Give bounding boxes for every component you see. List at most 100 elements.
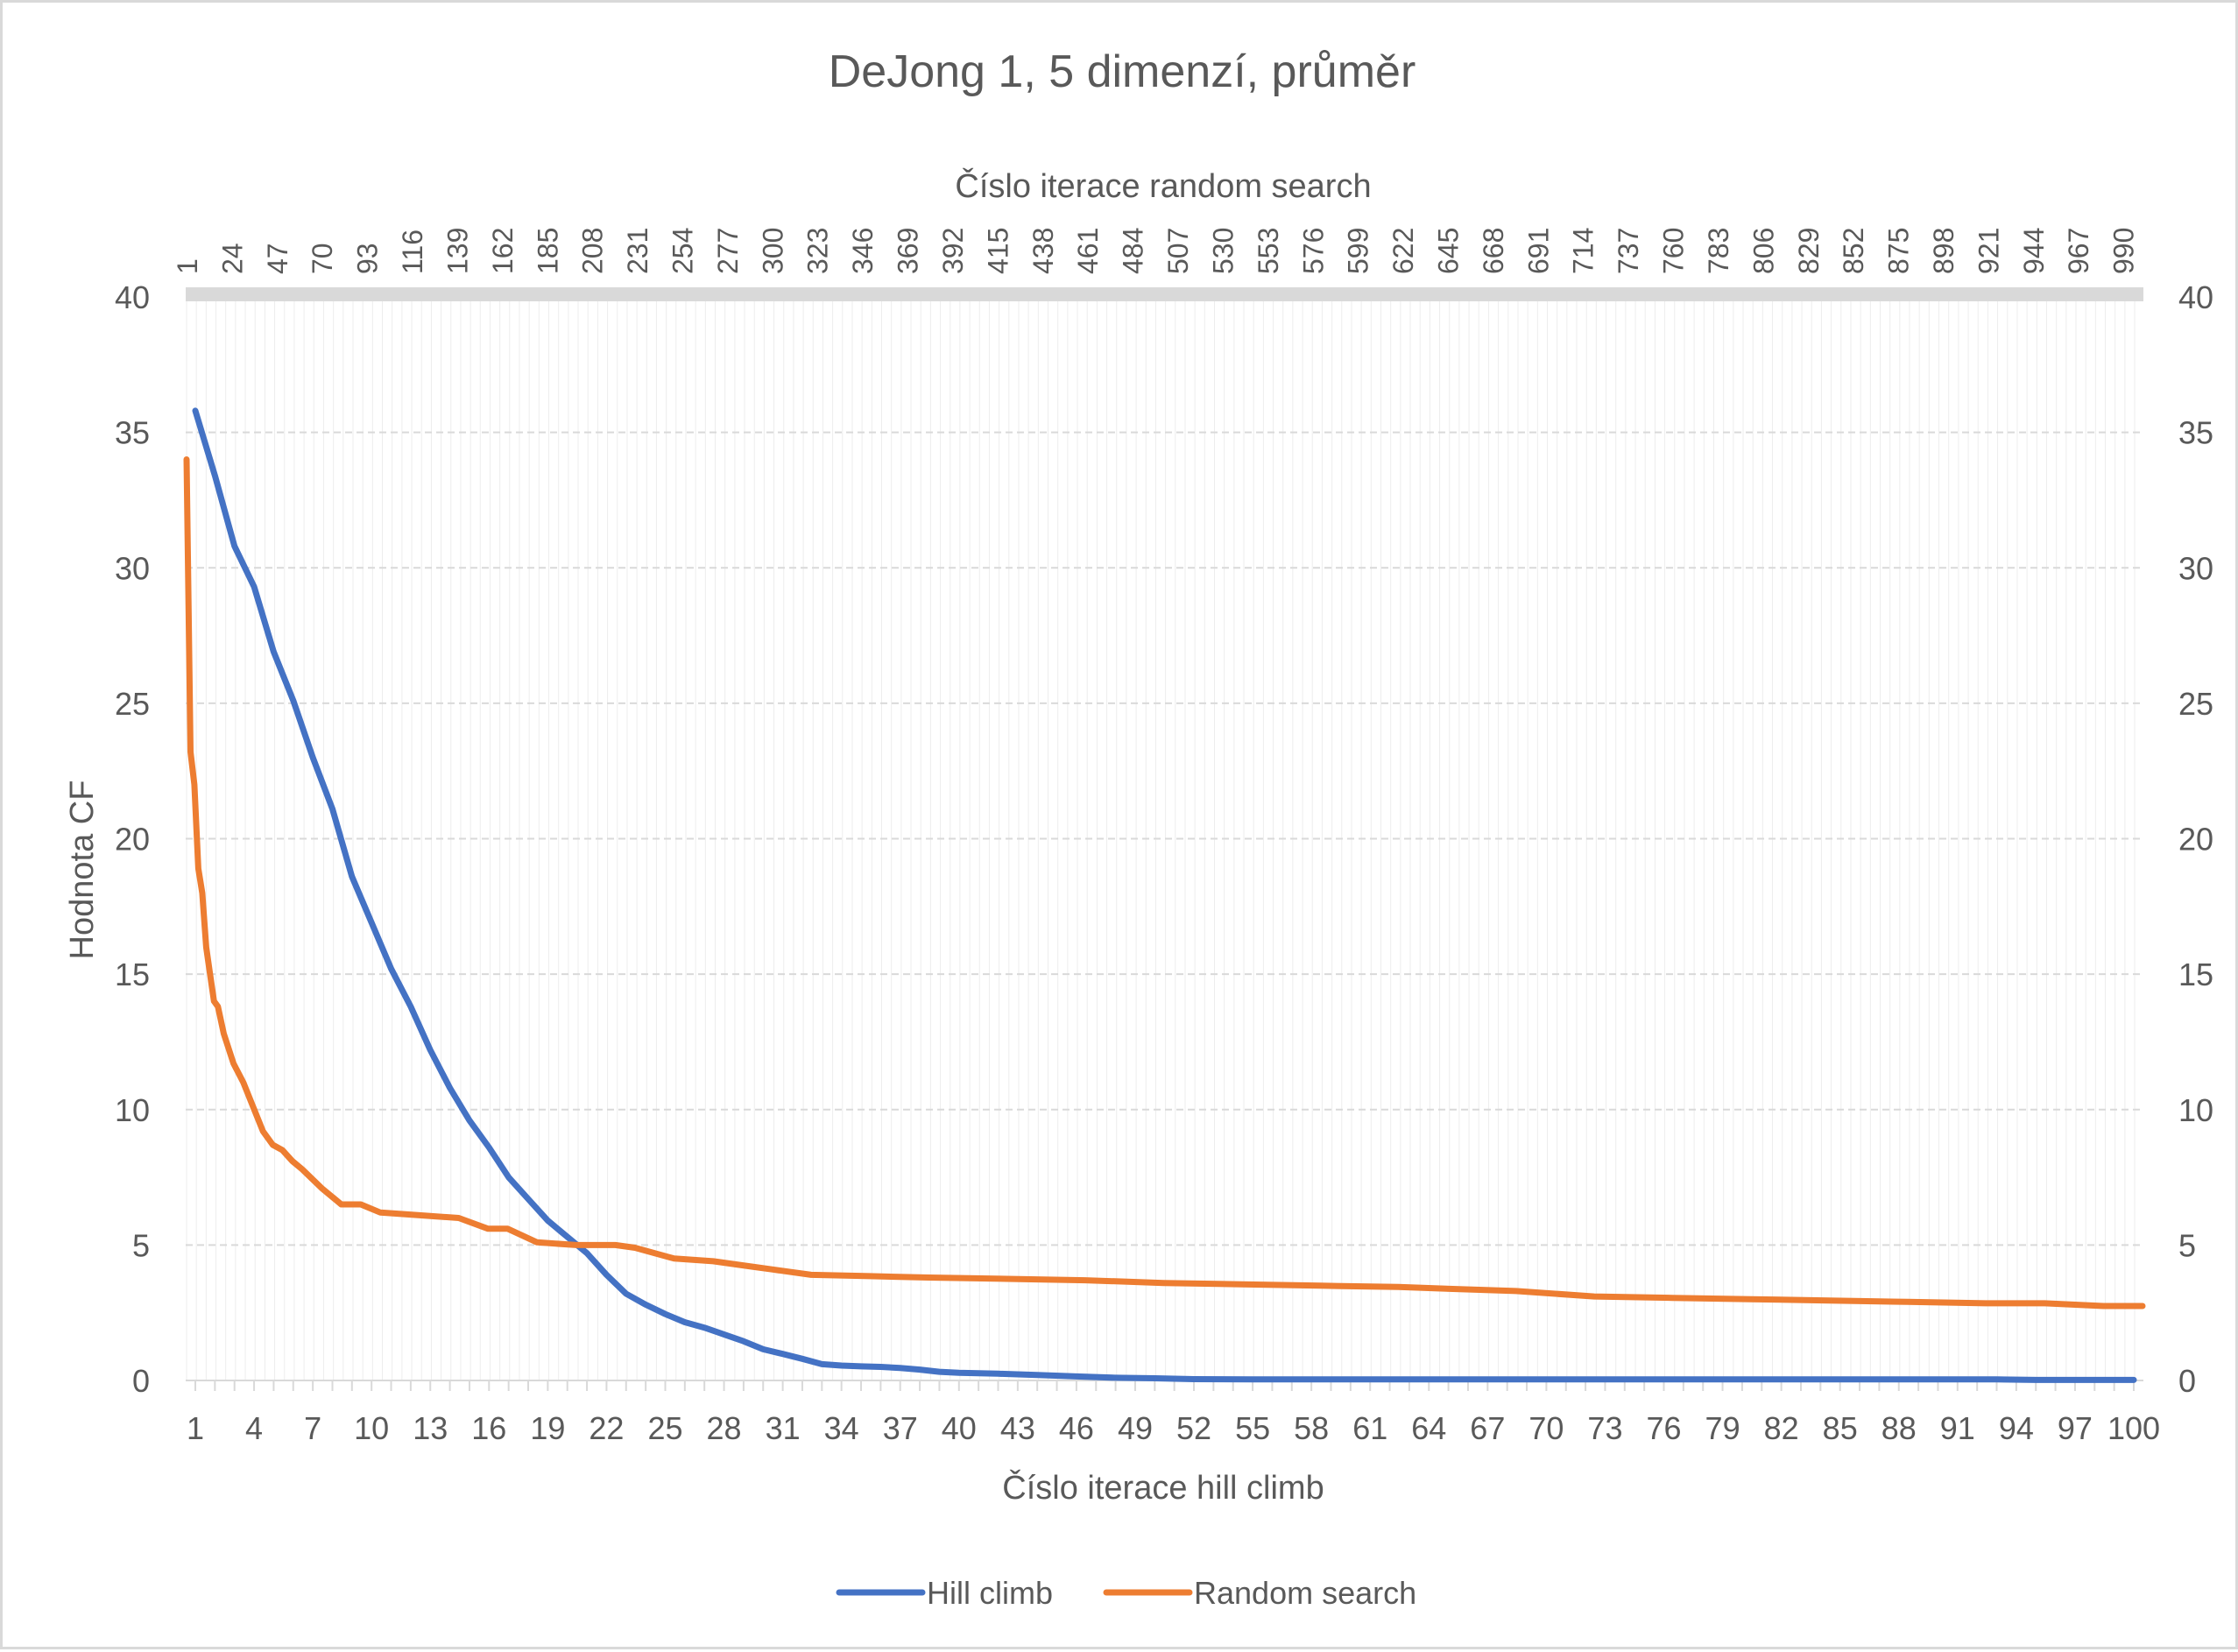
- series-line: [192, 407, 2137, 1383]
- y-tick-label: 40: [115, 279, 150, 315]
- x-tick-label: 28: [707, 1410, 742, 1446]
- y-tick-label: 20: [115, 822, 150, 858]
- y-tick-label: 30: [115, 550, 150, 586]
- chart-svg: DeJong 1, 5 dimenzí, průměr Číslo iterac…: [64, 46, 2213, 1611]
- y2-tick-label: 0: [2178, 1363, 2196, 1399]
- y-tick-label: 0: [132, 1363, 150, 1399]
- x2-tick-label: 714: [1568, 228, 1599, 274]
- x-tick-label: 88: [1881, 1410, 1917, 1446]
- x-tick-label: 61: [1352, 1410, 1387, 1446]
- y-tick-label: 25: [115, 686, 150, 722]
- x2-tick-label: 162: [487, 228, 519, 274]
- x2-tick-label: 1: [172, 258, 203, 274]
- x-tick-label: 4: [245, 1410, 263, 1446]
- x2-tick-label: 139: [441, 228, 473, 274]
- x-tick-label: 79: [1705, 1410, 1740, 1446]
- x-tick-label: 55: [1235, 1410, 1270, 1446]
- x2-tick-label: 668: [1478, 228, 1509, 274]
- x2-tick-label: 898: [1928, 228, 1959, 274]
- x-tick-label: 64: [1411, 1410, 1446, 1446]
- x-tick-label: 10: [354, 1410, 389, 1446]
- x2-tick-label: 990: [2108, 228, 2140, 274]
- x-tick-label: 52: [1176, 1410, 1211, 1446]
- x2-tick-label: 875: [1883, 228, 1915, 274]
- x2-axis-title: Číslo iterace random search: [955, 166, 1371, 205]
- secondary-y-axis: 0 5 10 15 20 25 30 35 40: [2178, 279, 2213, 1399]
- x-tick-label: 7: [304, 1410, 321, 1446]
- x-tick-label: 49: [1118, 1410, 1153, 1446]
- y2-tick-label: 25: [2178, 686, 2213, 722]
- y2-tick-label: 10: [2178, 1092, 2213, 1128]
- x2-tick-label: 346: [847, 228, 879, 274]
- x2-tick-label: 231: [622, 228, 653, 274]
- x-tick-label: 1: [187, 1410, 204, 1446]
- x-tick-label: 82: [1764, 1410, 1799, 1446]
- x-tick-label: 85: [1823, 1410, 1858, 1446]
- y2-tick-label: 15: [2178, 957, 2213, 992]
- x-tick-label: 91: [1940, 1410, 1975, 1446]
- x2-tick-label: 369: [893, 228, 924, 274]
- y2-tick-label: 5: [2178, 1227, 2196, 1263]
- x2-tick-label: 622: [1387, 228, 1419, 274]
- y2-tick-label: 30: [2178, 550, 2213, 586]
- x2-tick-label: 645: [1432, 228, 1464, 274]
- x-tick-label: 100: [2107, 1410, 2160, 1446]
- x2-tick-label: 737: [1613, 228, 1644, 274]
- y-tick-label: 10: [115, 1092, 150, 1128]
- y-tick-label: 15: [115, 957, 150, 992]
- x2-tick-label: 576: [1297, 228, 1329, 274]
- x2-tick-label: 392: [937, 228, 969, 274]
- x2-tick-label: 277: [712, 228, 744, 274]
- x2-tick-label: 691: [1522, 228, 1554, 274]
- x2-tick-label: 93: [352, 243, 384, 274]
- y-axis-title: Hodnota CF: [64, 780, 101, 960]
- x2-tick-label: 944: [2018, 228, 2050, 274]
- y-axis: 0 5 10 15 20 25 30 35 40: [115, 279, 150, 1399]
- x2-tick-label: 116: [397, 229, 428, 274]
- y-gridlines: [186, 431, 2143, 1246]
- x-tick-label: 16: [471, 1410, 506, 1446]
- x-tick-label: 73: [1587, 1410, 1622, 1446]
- x-tick-label: 25: [647, 1410, 682, 1446]
- x2-tick-label: 24: [216, 243, 248, 274]
- x2-tick-label: 530: [1207, 228, 1239, 274]
- x2-tick-label: 829: [1793, 228, 1825, 274]
- x-tick-label: 13: [413, 1410, 448, 1446]
- x2-tick-label: 185: [532, 228, 563, 274]
- series-line: [183, 456, 2146, 1310]
- x2-tick-label: 208: [577, 228, 609, 274]
- x2-tick-label: 461: [1072, 228, 1104, 274]
- chart-title: DeJong 1, 5 dimenzí, průměr: [829, 46, 1416, 97]
- x2-tick-label: 254: [667, 228, 699, 274]
- x-tick-label: 70: [1528, 1410, 1564, 1446]
- x2-tick-label: 783: [1703, 228, 1734, 274]
- legend: Hill climb Random search: [836, 1575, 1416, 1611]
- secondary-axis-band: [186, 287, 2143, 301]
- x2-tick-label: 760: [1658, 228, 1690, 274]
- secondary-x-axis: 1 24 47 70 93 116 139 162 185 208 231 254 277 300 323 3…: [172, 228, 2140, 274]
- x2-tick-label: 70: [307, 243, 338, 274]
- x-tick-label: 19: [530, 1410, 565, 1446]
- y-tick-label: 35: [115, 415, 150, 451]
- x2-tick-label: 300: [757, 228, 788, 274]
- legend-label: Random search: [1194, 1575, 1416, 1611]
- x2-tick-label: 852: [1838, 228, 1869, 274]
- x2-tick-label: 438: [1027, 228, 1059, 274]
- x-tick-label: 97: [2058, 1410, 2093, 1446]
- x-tick-label: 31: [766, 1410, 801, 1446]
- x2-tick-label: 484: [1118, 228, 1149, 274]
- x-tick-label: 46: [1059, 1410, 1094, 1446]
- x2-tick-label: 967: [2063, 228, 2094, 274]
- x-tick-label: 76: [1646, 1410, 1681, 1446]
- x-tick-label: 67: [1470, 1410, 1505, 1446]
- x-axis: 1 4 7 10 13 16 19 22 25 28 31 34 37 40 43 46 49 52 55 58 61 6…: [186, 1380, 2160, 1446]
- legend-label: Hill climb: [927, 1575, 1053, 1611]
- x2-tick-label: 507: [1162, 228, 1194, 274]
- x-tick-label: 94: [1999, 1410, 2034, 1446]
- x2-tick-label: 921: [1973, 228, 2004, 274]
- x-tick-label: 37: [883, 1410, 918, 1446]
- y-tick-label: 5: [132, 1227, 150, 1263]
- x2-tick-label: 806: [1747, 228, 1779, 274]
- series-lines: [183, 407, 2146, 1383]
